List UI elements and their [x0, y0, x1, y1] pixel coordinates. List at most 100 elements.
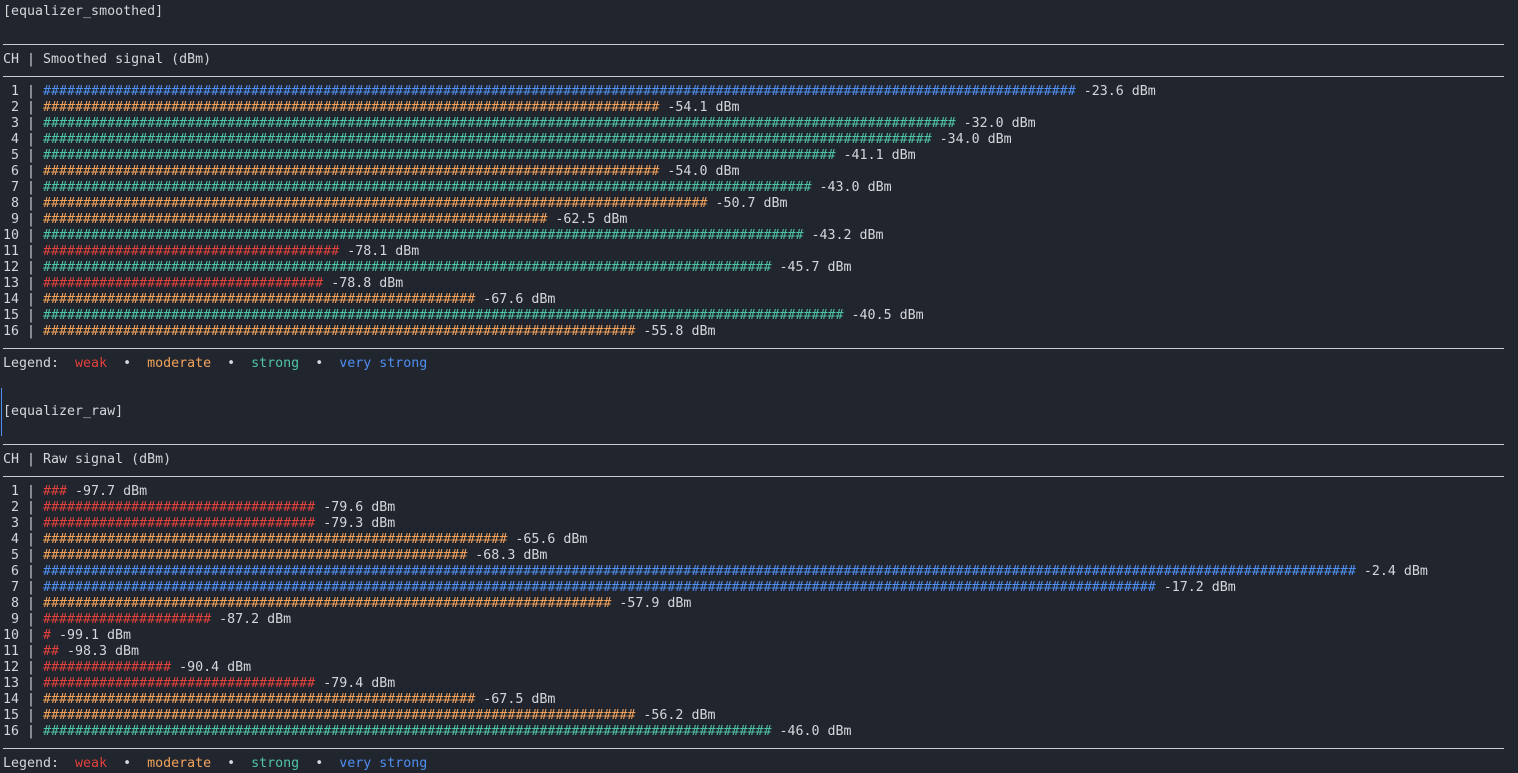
bar: ##################### — [43, 612, 212, 627]
channel-row: 6 | ######################################… — [3, 164, 740, 180]
channel-row: 11 | #####################################… — [3, 244, 419, 260]
channel-row: 8 | ######################################… — [3, 596, 691, 612]
bar: ################################### — [43, 276, 324, 291]
legend-item: weak — [75, 756, 108, 771]
channel-row: 12 | ################ -90.4 dBm — [3, 660, 251, 676]
separator: | — [27, 612, 36, 627]
separator: | — [27, 484, 36, 499]
channel: 6 — [10, 564, 19, 579]
value-label: -41.1 dBm — [843, 148, 916, 163]
channel: 5 — [10, 148, 19, 163]
legend-separator: • — [227, 756, 236, 771]
channel: 4 — [10, 532, 19, 547]
channel: 15 — [3, 308, 20, 323]
separator: | — [27, 676, 36, 691]
bar: ################################## — [43, 500, 316, 515]
channel: 3 — [10, 116, 19, 131]
bar: ################ — [43, 660, 172, 675]
value-label: -62.5 dBm — [555, 212, 628, 227]
header-ch: CH — [3, 452, 20, 467]
channel: 1 — [10, 84, 19, 99]
channel: 16 — [3, 324, 20, 339]
bar: ########################################… — [43, 724, 772, 739]
bar: ########################################… — [43, 164, 660, 179]
bar: ########################################… — [43, 212, 548, 227]
value-label: -57.9 dBm — [619, 596, 692, 611]
section-tag: [equalizer_smoothed] — [3, 4, 164, 19]
channel: 10 — [3, 228, 20, 243]
channel: 8 — [10, 596, 19, 611]
tag-line: [equalizer_raw] — [3, 404, 123, 420]
value-label: -67.5 dBm — [483, 692, 556, 707]
value-label: -97.7 dBm — [75, 484, 148, 499]
channel-row: 9 | ######################################… — [3, 212, 627, 228]
legend: Legend: weak • moderate • strong • very strong — [3, 756, 427, 772]
legend-item: very strong — [339, 356, 428, 371]
value-label: -23.6 dBm — [1083, 84, 1156, 99]
channel-row: 15 | #####################################… — [3, 308, 924, 324]
bar: ########################################… — [43, 180, 812, 195]
separator: | — [27, 228, 36, 243]
channel: 2 — [10, 500, 19, 515]
bar: ########################################… — [43, 148, 836, 163]
channel: 14 — [3, 292, 20, 307]
channel-row: 14 | #####################################… — [3, 692, 555, 708]
value-label: -55.8 dBm — [643, 324, 716, 339]
channel-row: 3 | ######################################… — [3, 116, 1036, 132]
legend-label: Legend: — [3, 356, 60, 371]
value-label: -98.3 dBm — [67, 644, 140, 659]
value-label: -78.8 dBm — [331, 276, 404, 291]
tag-line: [equalizer_smoothed] — [3, 4, 163, 20]
bar: ########################################… — [43, 324, 636, 339]
bar: ### — [43, 484, 68, 499]
section-tag: [equalizer_raw] — [3, 404, 124, 419]
separator: | — [27, 628, 36, 643]
legend-separator: • — [315, 356, 324, 371]
header-row: CH | Smoothed signal (dBm) — [3, 52, 211, 68]
bar: ########################################… — [43, 116, 956, 131]
value-label: -17.2 dBm — [1163, 580, 1236, 595]
legend-separator: • — [227, 356, 236, 371]
separator: | — [27, 708, 36, 723]
bar: ########################################… — [43, 692, 476, 707]
channel: 2 — [10, 100, 19, 115]
value-label: -79.4 dBm — [323, 676, 396, 691]
bar: ########################################… — [43, 548, 468, 563]
separator: | — [27, 212, 36, 227]
separator: | — [27, 548, 36, 563]
bar: ########################################… — [43, 228, 804, 243]
channel-row: 4 | ######################################… — [3, 132, 1012, 148]
separator: | — [27, 52, 36, 67]
value-label: -34.0 dBm — [939, 132, 1012, 147]
channel-row: 13 | ################################## -79… — [3, 676, 395, 692]
channel-row: 2 | ######################################… — [3, 100, 740, 116]
channel-row: 1 | ######################################… — [3, 84, 1156, 100]
separator: | — [27, 196, 36, 211]
value-label: -2.4 dBm — [1363, 564, 1428, 579]
channel-row: 4 | ######################################… — [3, 532, 587, 548]
channel: 12 — [3, 660, 20, 675]
channel: 11 — [3, 644, 20, 659]
separator: | — [27, 596, 36, 611]
value-label: -54.0 dBm — [667, 164, 740, 179]
value-label: -68.3 dBm — [475, 548, 548, 563]
channel: 13 — [3, 276, 20, 291]
separator: | — [27, 180, 36, 195]
channel-row: 16 | #####################################… — [3, 324, 715, 340]
channel: 4 — [10, 132, 19, 147]
bar: ########################################… — [43, 580, 1156, 595]
channel-row: 12 | #####################################… — [3, 260, 852, 276]
channel: 7 — [10, 180, 19, 195]
channel-row: 15 | #####################################… — [3, 708, 715, 724]
legend-item: strong — [251, 756, 300, 771]
legend-item: very strong — [339, 756, 428, 771]
channel-row: 2 | ################################## -79.… — [3, 500, 395, 516]
channel-row: 8 | ######################################… — [3, 196, 788, 212]
separator: | — [27, 580, 36, 595]
channel-row: 6 | ######################################… — [3, 564, 1428, 580]
legend-item: weak — [75, 356, 108, 371]
bar: ########################################… — [43, 708, 636, 723]
separator: | — [27, 564, 36, 579]
channel: 6 — [10, 164, 19, 179]
